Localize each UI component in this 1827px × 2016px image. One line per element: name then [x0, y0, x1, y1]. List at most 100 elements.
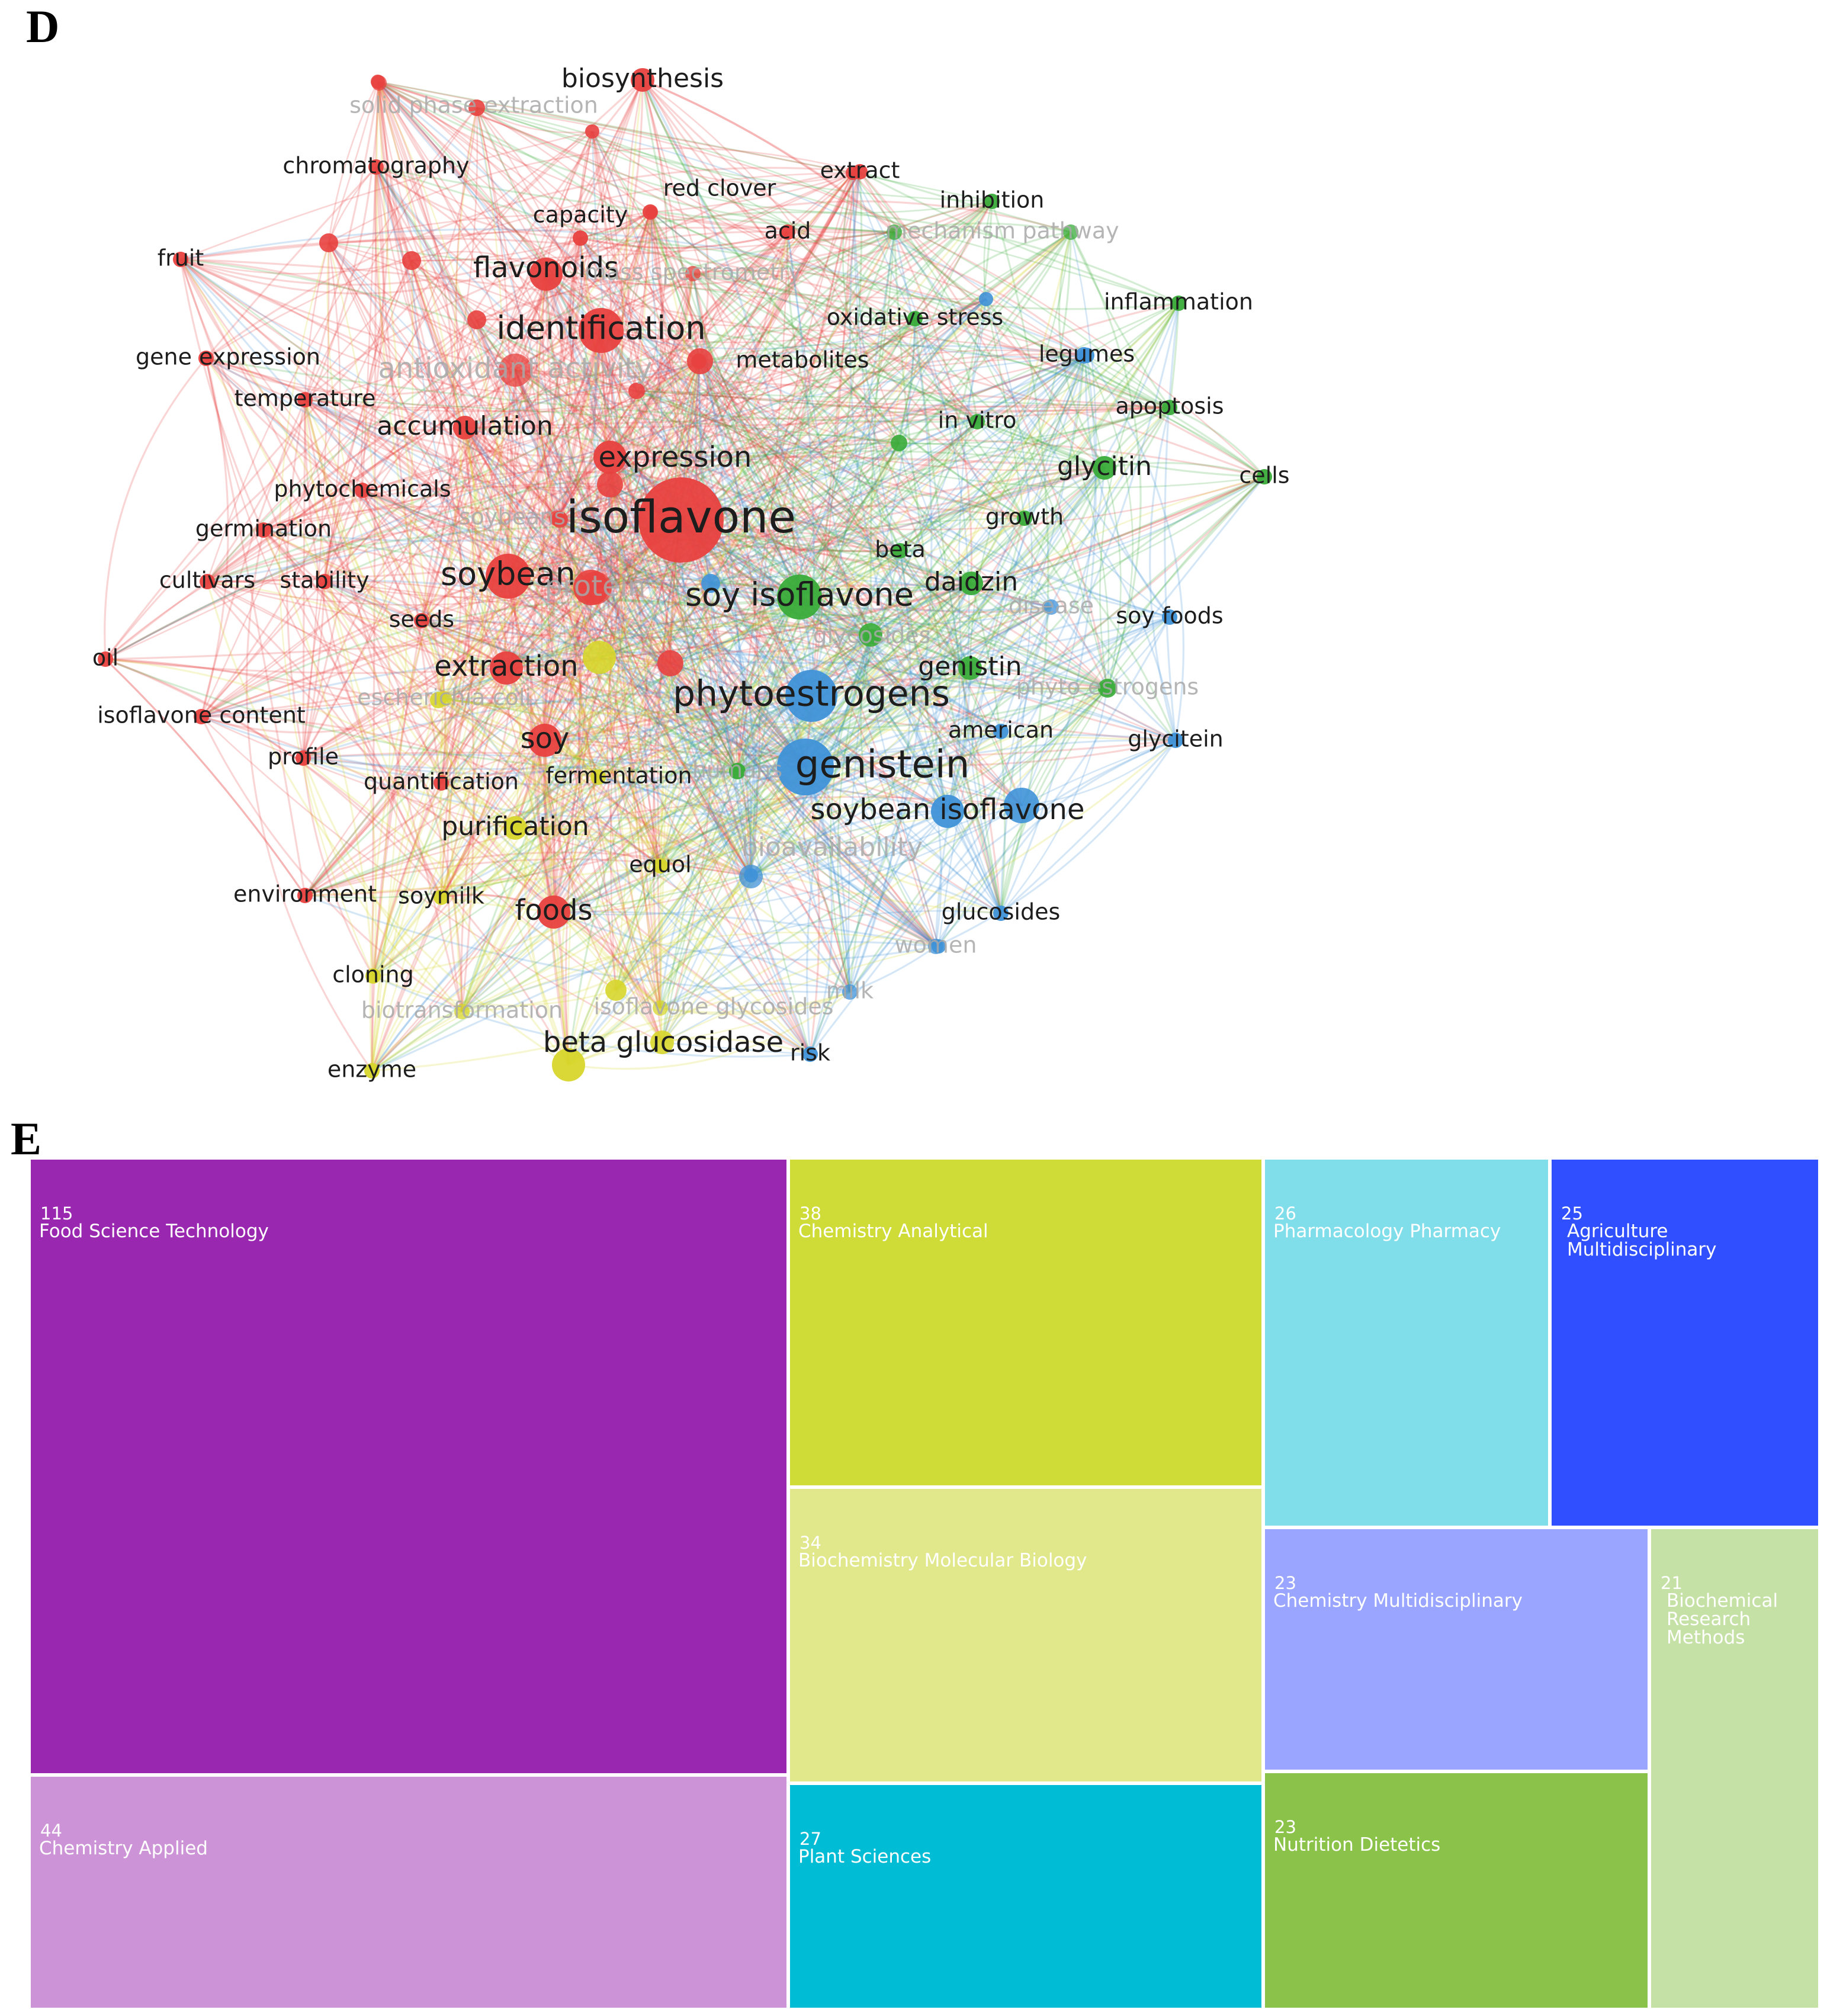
- network-edge: [985, 298, 1026, 519]
- network-edge: [898, 442, 961, 812]
- network-edge: [970, 583, 1006, 914]
- network-edge: [1168, 303, 1180, 408]
- network-node: [1171, 296, 1186, 311]
- network-edge: [263, 485, 682, 531]
- network-edge: [709, 231, 1071, 584]
- network-edge: [304, 231, 895, 897]
- network-edge: [595, 467, 1105, 589]
- network-edge: [590, 576, 1052, 608]
- network-edge: [736, 171, 861, 772]
- network-edge: [894, 222, 1071, 233]
- network-edge: [440, 587, 592, 898]
- network-edge: [698, 360, 1052, 608]
- network-edge: [201, 651, 1176, 741]
- network-edge: [302, 79, 644, 759]
- network-node-label: fermentation: [545, 763, 692, 789]
- network-node-label: soy: [521, 722, 570, 755]
- network-node-label: soymilk: [398, 883, 484, 909]
- network-edge: [371, 172, 853, 1071]
- network-edge: [601, 298, 987, 350]
- network-edge: [698, 361, 1022, 807]
- network-edge: [205, 358, 617, 991]
- network-edge: [600, 329, 820, 1055]
- network-edge: [804, 467, 1105, 768]
- network-node: [590, 769, 606, 785]
- network-edge: [278, 242, 374, 977]
- network-edge: [444, 660, 671, 700]
- network-edge: [750, 634, 872, 877]
- network-edge: [556, 360, 700, 519]
- network-edge: [1086, 355, 1185, 741]
- network-edge: [476, 107, 1265, 477]
- network-edge: [750, 810, 948, 878]
- network-edge: [377, 81, 948, 813]
- treemap-cell-label: Plant Sciences: [798, 1846, 932, 1867]
- network-edge: [641, 79, 700, 362]
- network-edge: [378, 82, 1109, 689]
- network-edge: [1106, 616, 1170, 689]
- network-edge: [1021, 739, 1176, 807]
- network-edge: [327, 81, 379, 243]
- network-edge: [670, 355, 1085, 664]
- network-edge: [1000, 688, 1108, 914]
- network-edge: [200, 399, 306, 717]
- network-edge: [371, 932, 939, 1072]
- network-edge: [591, 131, 638, 391]
- network-node-label: oxidative stress: [827, 304, 1003, 330]
- network-edge: [302, 757, 661, 1009]
- network-edge: [421, 619, 752, 876]
- network-edge: [699, 342, 1265, 478]
- network-edge: [505, 667, 752, 878]
- network-node-label: red clover: [663, 175, 776, 201]
- network-edge: [375, 166, 442, 784]
- network-edge: [205, 358, 306, 896]
- network-edge: [809, 476, 1266, 1055]
- network-edge: [792, 232, 895, 598]
- network-edge: [750, 730, 1001, 878]
- network-edge: [710, 467, 1105, 585]
- network-edge: [559, 518, 1001, 733]
- network-edge: [506, 606, 1052, 701]
- network-node-label: seeds: [389, 606, 454, 633]
- network-edge: [615, 273, 694, 991]
- network-edge: [377, 81, 546, 741]
- network-node: [685, 266, 701, 281]
- network-edge: [304, 360, 701, 409]
- panel-d-letter: D: [26, 1, 60, 52]
- network-edge: [104, 658, 306, 896]
- network-edge: [304, 667, 508, 897]
- network-edge: [737, 583, 972, 772]
- network-edge: [545, 274, 612, 458]
- network-edge: [476, 107, 738, 772]
- network-edge: [371, 874, 752, 1071]
- network-edge: [371, 166, 377, 1071]
- network-edge: [262, 529, 850, 993]
- network-edge: [515, 368, 611, 458]
- network-edge: [200, 580, 326, 718]
- network-node-label: phyto estrogens: [1016, 674, 1199, 700]
- network-edge: [328, 242, 637, 392]
- network-edge: [594, 171, 861, 589]
- network-edge: [542, 274, 671, 664]
- network-edge: [659, 355, 1085, 1009]
- network-edge: [411, 231, 895, 262]
- treemap-cell-count: 25: [1561, 1203, 1583, 1224]
- network-edge: [692, 272, 916, 320]
- network-edge: [806, 636, 873, 1055]
- network-edge: [600, 329, 971, 669]
- network-edge: [362, 489, 972, 590]
- network-node: [984, 194, 1000, 209]
- network-edge: [515, 826, 752, 878]
- network-node-label: quantification: [364, 769, 519, 795]
- network-edge: [444, 698, 939, 947]
- network-edge: [553, 232, 789, 913]
- network-edge: [303, 691, 812, 759]
- network-edge: [636, 390, 1052, 608]
- network-node: [256, 522, 271, 538]
- network-node: [436, 691, 452, 707]
- network-edge: [201, 575, 509, 718]
- network-edge: [710, 550, 901, 585]
- network-edge: [461, 776, 599, 1012]
- network-edge: [476, 319, 662, 866]
- network-edge: [651, 211, 1026, 519]
